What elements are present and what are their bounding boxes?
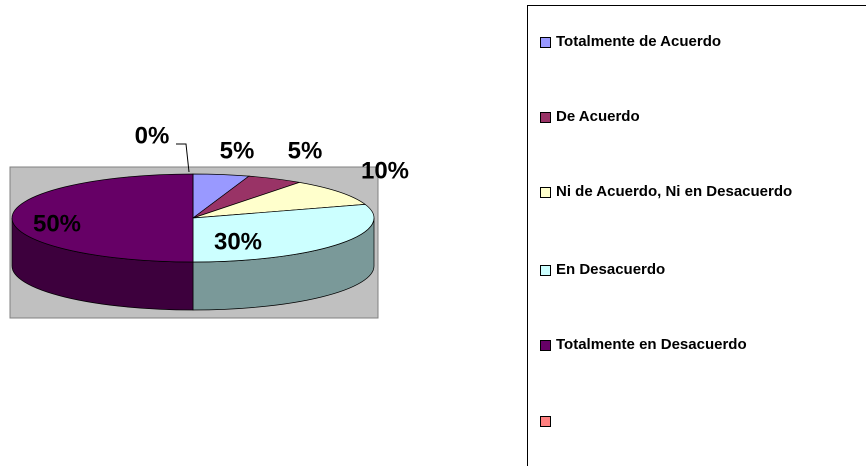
- legend-swatch: [540, 112, 551, 123]
- legend-swatch: [540, 37, 551, 48]
- leader-line: [176, 143, 190, 173]
- pie-slice: [192, 182, 367, 219]
- legend-label: Totalmente en Desacuerdo: [556, 336, 747, 353]
- pie-slice: [192, 204, 375, 263]
- data-label: 10%: [361, 157, 409, 184]
- data-label: 0%: [135, 122, 170, 149]
- legend-swatch: [540, 187, 551, 198]
- legend-label: De Acuerdo: [556, 108, 640, 125]
- pie-area: 5% 5% 10% 30% 50% 0%: [9, 122, 409, 319]
- data-label: 5%: [220, 137, 255, 164]
- legend-label: Ni de Acuerdo, Ni en Desacuerdo: [556, 183, 793, 200]
- legend-swatch: [540, 416, 551, 427]
- legend-label: Totalmente de Acuerdo: [556, 33, 722, 50]
- legend: Totalmente de Acuerdo De Acuerdo Ni de Acu…: [527, 5, 866, 466]
- legend-swatch: [540, 265, 551, 276]
- data-label: 30%: [214, 228, 262, 255]
- data-label: 5%: [288, 137, 323, 164]
- legend-label: En Desacuerdo: [556, 261, 666, 278]
- legend-swatch: [540, 340, 551, 351]
- pie-slice: [11, 173, 194, 263]
- data-label: 50%: [33, 210, 81, 237]
